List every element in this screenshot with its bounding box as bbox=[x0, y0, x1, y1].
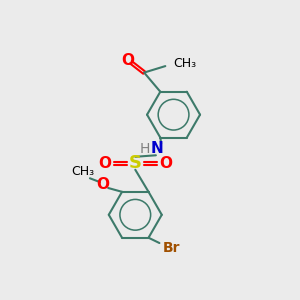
Text: O: O bbox=[160, 156, 173, 171]
Text: CH₃: CH₃ bbox=[72, 165, 95, 178]
Text: Br: Br bbox=[163, 241, 180, 255]
Text: N: N bbox=[151, 141, 164, 156]
Text: S: S bbox=[129, 154, 142, 172]
Text: CH₃: CH₃ bbox=[174, 57, 197, 70]
Text: H: H bbox=[140, 142, 150, 156]
Text: O: O bbox=[96, 177, 109, 192]
Text: O: O bbox=[98, 156, 111, 171]
Text: O: O bbox=[121, 53, 134, 68]
